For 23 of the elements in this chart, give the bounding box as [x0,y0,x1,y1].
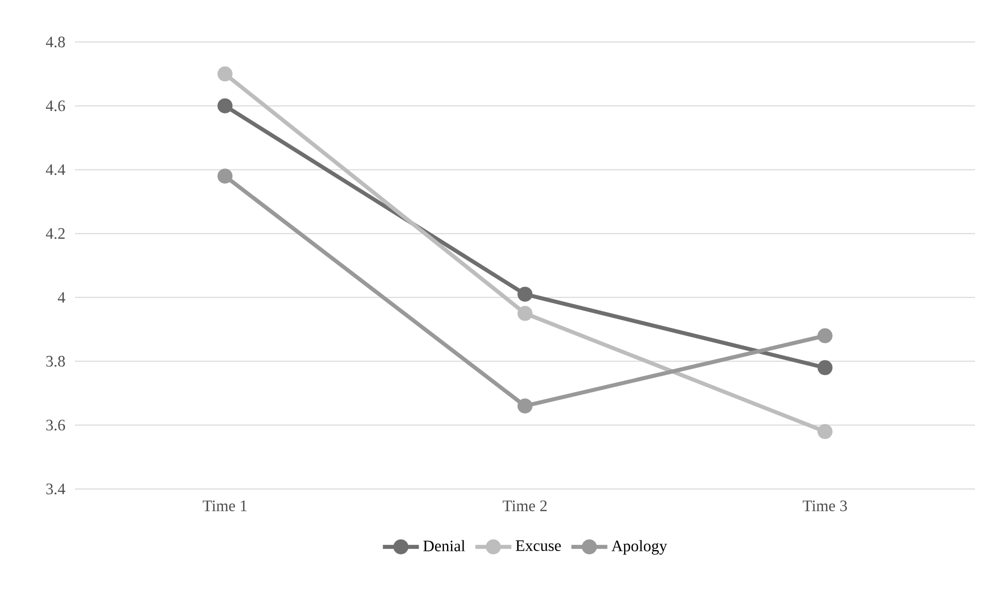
point [518,306,533,321]
x-tick-label: Time 3 [802,500,847,512]
point [818,328,833,344]
legend-label: Denial [423,540,466,552]
y-tick-label: 4.4 [46,164,66,176]
y-tick-label: 3.4 [46,484,66,494]
point [818,360,833,376]
x-tick-label: Time 2 [502,500,547,512]
legend-label: Apology [612,540,668,555]
y-tick-label: 3.6 [46,420,66,431]
y-tick-label: 4.6 [46,100,66,112]
y-tick-label: 3.8 [46,356,65,367]
point [218,98,232,114]
point [518,398,533,414]
point [818,424,833,440]
point [218,66,232,82]
point [218,168,232,184]
point [518,286,533,302]
y-tick-label: 4.8 [46,36,65,48]
y-tick-label: 4.2 [46,228,65,239]
y-tick-label: 4 [58,292,66,303]
legend-label: Excuse [516,540,561,552]
x-tick-label: Time 1 [202,500,247,512]
